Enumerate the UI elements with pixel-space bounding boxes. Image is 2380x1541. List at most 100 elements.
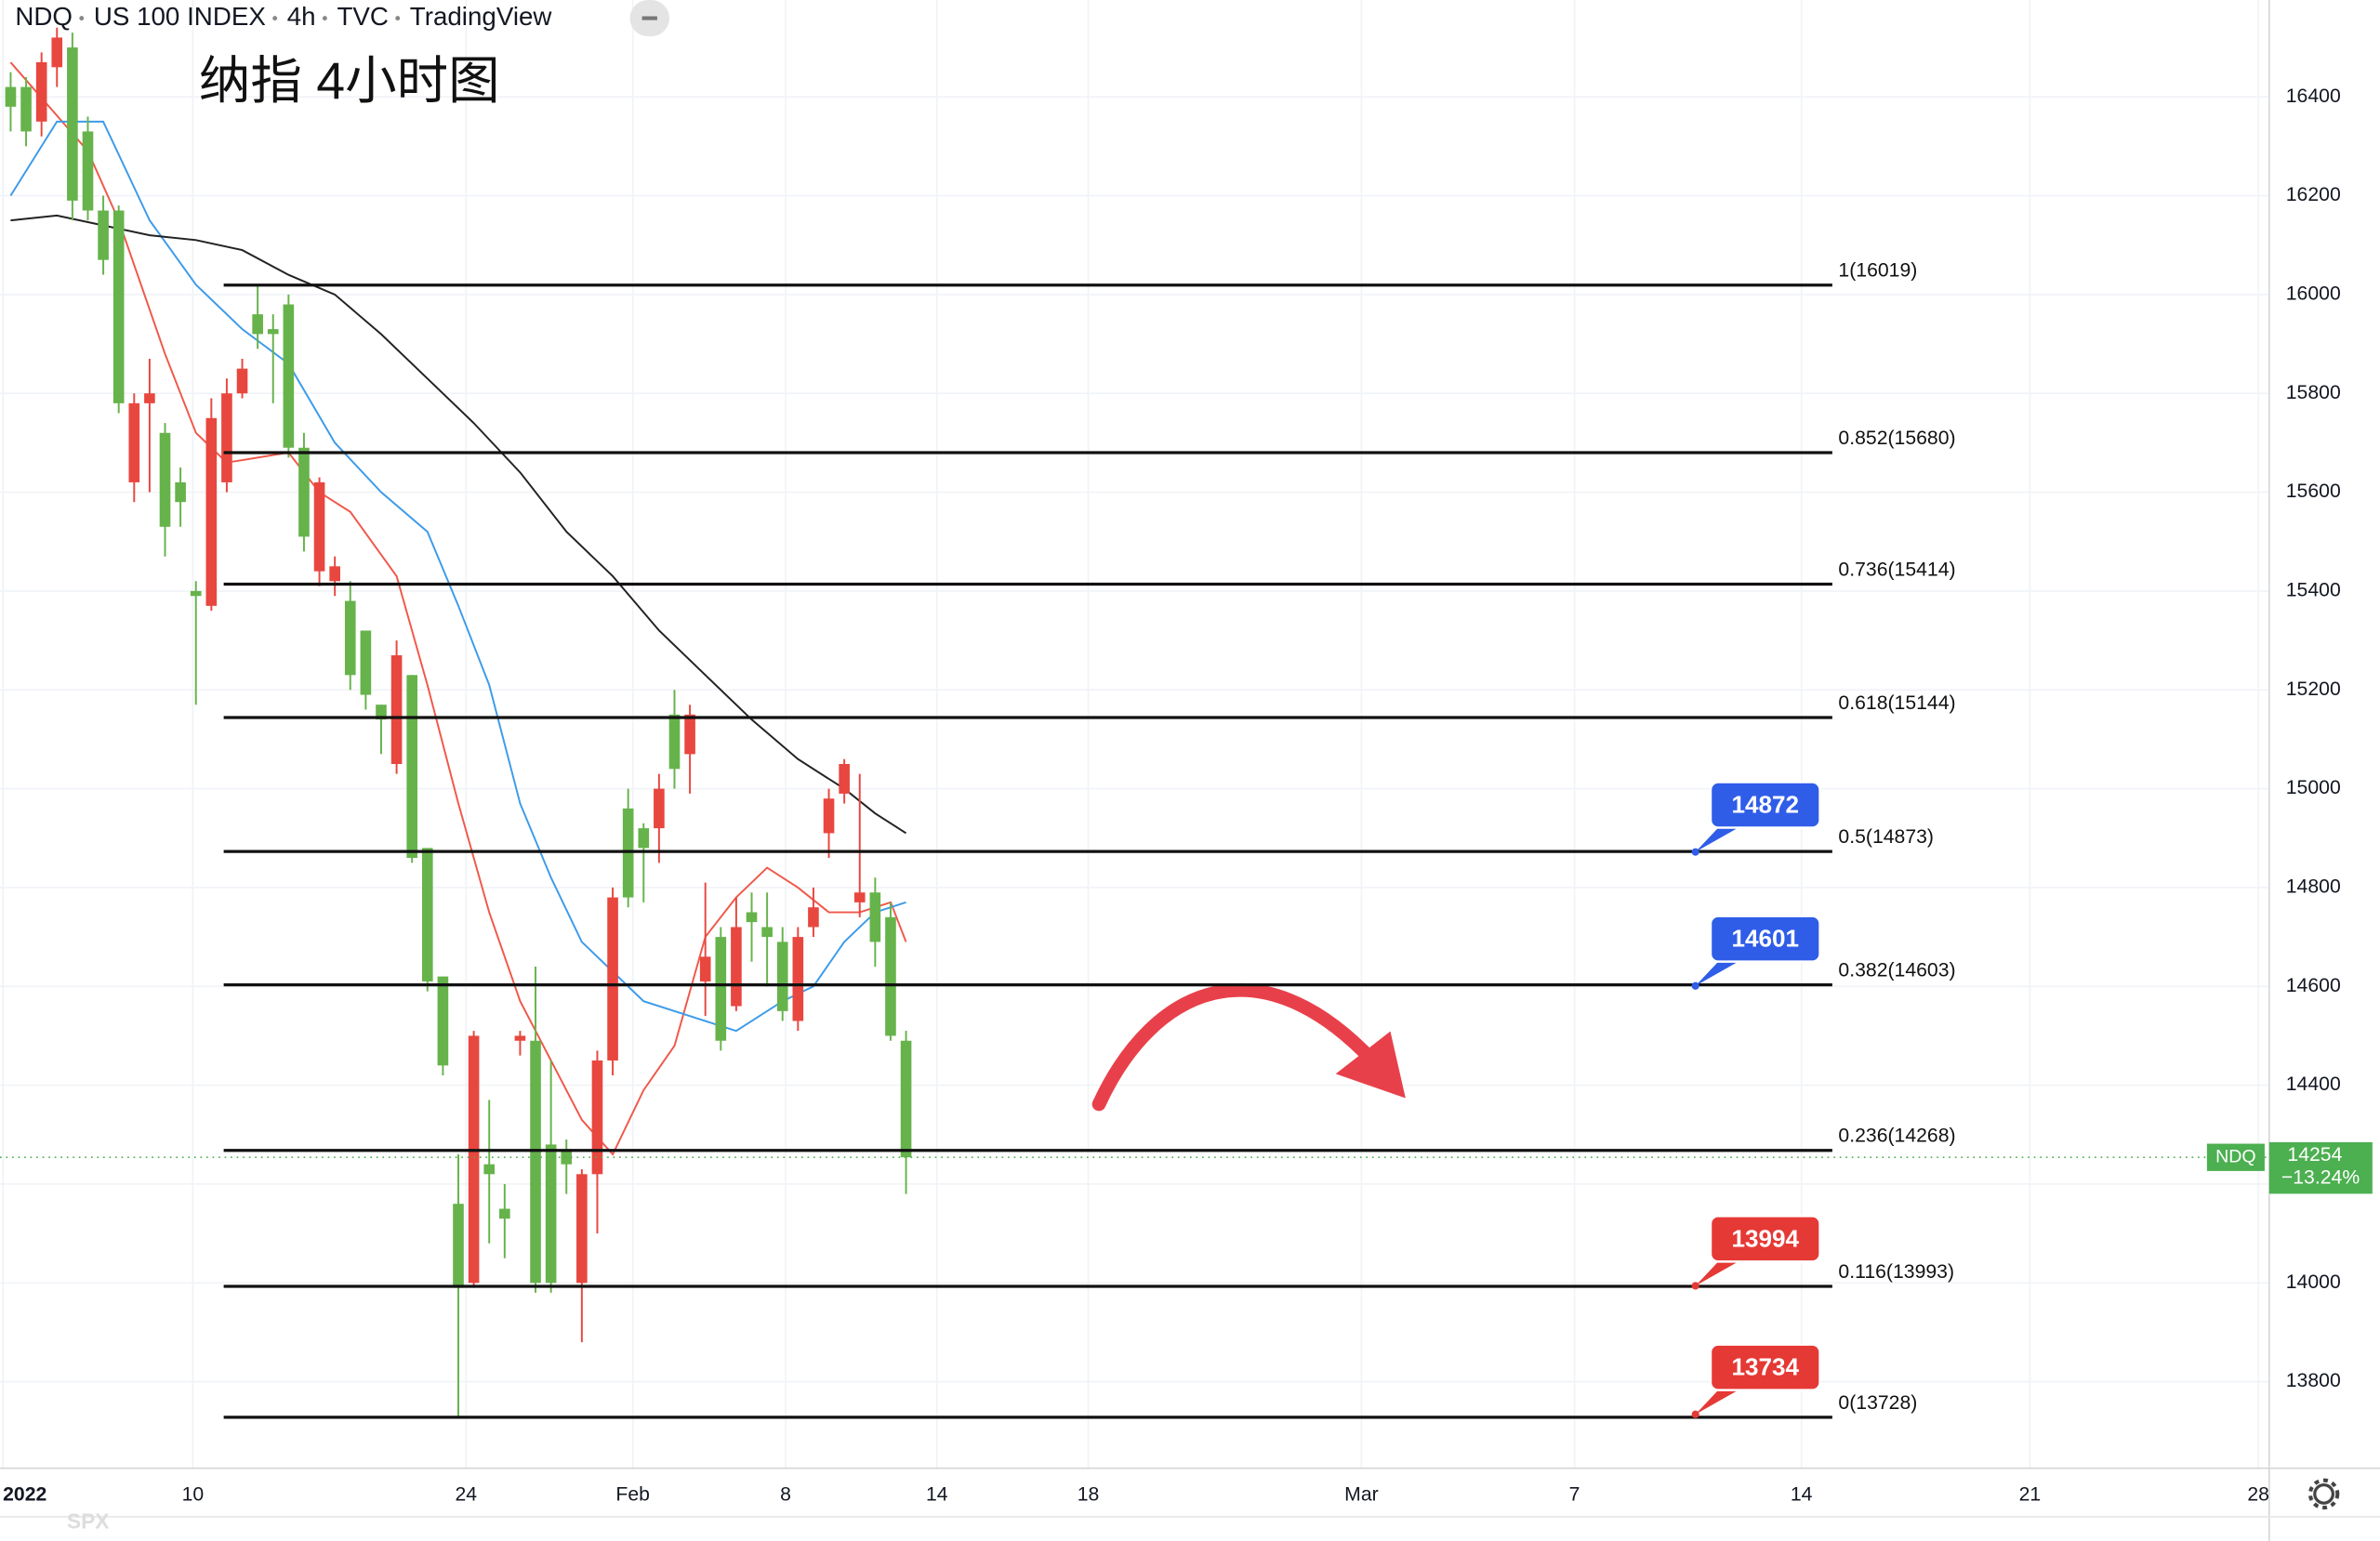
candle-body xyxy=(607,897,618,1061)
fib-label: 0.618(15144) xyxy=(1838,692,1955,714)
y-tick-label: 15800 xyxy=(2286,382,2341,403)
candle-body xyxy=(530,1040,541,1284)
x-tick-label: 7 xyxy=(1569,1484,1580,1506)
candle-body xyxy=(731,927,742,1007)
y-tick-label: 16000 xyxy=(2286,283,2341,305)
candle-body xyxy=(205,417,218,606)
candle-body xyxy=(236,368,248,394)
header-dot xyxy=(79,16,85,21)
candle-body xyxy=(561,1149,573,1165)
y-tick-label: 16200 xyxy=(2286,184,2341,205)
header-item: TVC xyxy=(337,2,388,31)
chart-title: 纳指 4小时图 xyxy=(199,52,500,110)
candle-body xyxy=(421,848,433,981)
settings-icon[interactable] xyxy=(2307,1478,2340,1510)
x-tick-label: 28 xyxy=(2247,1484,2269,1506)
header-item: US 100 INDEX xyxy=(94,2,266,31)
candle-body xyxy=(684,714,695,755)
candle-body xyxy=(499,1208,510,1219)
candle-body xyxy=(761,927,773,938)
candle-body xyxy=(638,828,650,849)
x-tick-label: 21 xyxy=(2019,1484,2042,1506)
candle-body xyxy=(514,1035,526,1041)
candle-body xyxy=(267,329,279,335)
callout-box xyxy=(1709,781,1821,829)
x-tick-label: 14 xyxy=(926,1484,948,1506)
candle-body xyxy=(298,447,310,537)
candle-body xyxy=(576,1174,588,1284)
gear-teeth xyxy=(2307,1478,2340,1510)
y-tick-label: 14800 xyxy=(2286,876,2341,898)
grid xyxy=(0,0,2269,1469)
candle-body xyxy=(5,86,17,107)
forecast-arrow xyxy=(1091,982,1381,1112)
last-price-name: NDQ xyxy=(2215,1146,2256,1166)
candle-body xyxy=(406,675,418,859)
fib-label: 0.116(13993) xyxy=(1838,1261,1954,1283)
candle-body xyxy=(437,976,449,1066)
candle-body xyxy=(112,210,125,403)
callout-label: 13994 xyxy=(1731,1224,1799,1252)
fib-label: 0.382(14603) xyxy=(1838,960,1955,981)
y-tick-label: 15200 xyxy=(2286,678,2341,700)
x-tick-label: 18 xyxy=(1078,1484,1100,1506)
forecast-arrow-head xyxy=(1335,1031,1406,1099)
last-price-value: 14254 xyxy=(2287,1144,2342,1166)
candle-body xyxy=(144,393,155,403)
candle-body xyxy=(82,131,94,211)
callout-box xyxy=(1709,915,1821,963)
candle-body xyxy=(329,566,340,582)
candle-body xyxy=(545,1144,557,1284)
candle-body xyxy=(67,47,78,201)
x-tick-label: 8 xyxy=(780,1484,791,1506)
y-tick-label: 16400 xyxy=(2286,86,2341,107)
candle-body xyxy=(900,1040,912,1158)
fib-label: 1(16019) xyxy=(1838,260,1917,282)
candle-body xyxy=(376,705,387,720)
last-price-change: −13.24% xyxy=(2281,1167,2360,1189)
fib-label: 0(13728) xyxy=(1838,1392,1917,1414)
candle-body xyxy=(483,1164,496,1175)
callout-pointer xyxy=(1695,1388,1741,1415)
candle-body xyxy=(869,892,881,942)
candle-body xyxy=(746,912,758,923)
candle-body xyxy=(159,432,171,527)
moving-average xyxy=(10,214,907,835)
y-tick-label: 15600 xyxy=(2286,481,2341,502)
fib-label: 0.736(15414) xyxy=(1838,559,1955,580)
y-tick-label: 14400 xyxy=(2286,1073,2341,1095)
callout-pointer xyxy=(1695,959,1741,986)
candle-body xyxy=(190,590,202,597)
gear-ring xyxy=(2313,1482,2335,1505)
candle-body xyxy=(252,314,263,335)
candle-body xyxy=(35,61,47,122)
x-tick-label: Feb xyxy=(615,1484,650,1506)
candle-body xyxy=(468,1035,480,1284)
header-dot xyxy=(322,16,327,21)
callout-box xyxy=(1709,1343,1821,1391)
last-price-tag xyxy=(2268,1141,2373,1194)
candle-body xyxy=(699,956,711,981)
compare-symbol: SPX xyxy=(67,1508,110,1533)
x-tick-label: Mar xyxy=(1344,1484,1379,1506)
callout-label: 14601 xyxy=(1731,925,1799,953)
candle-body xyxy=(20,86,32,132)
fib-label: 0.236(14268) xyxy=(1838,1126,1955,1147)
candle-body xyxy=(853,892,866,902)
candle-body xyxy=(344,600,356,676)
y-tick-label: 13800 xyxy=(2286,1370,2341,1391)
callout-box xyxy=(1709,1215,1821,1263)
candle-body xyxy=(313,481,325,572)
header-item: TradingView xyxy=(410,2,553,31)
candle-body xyxy=(668,714,681,770)
y-tick-label: 14000 xyxy=(2286,1271,2341,1293)
candle-body xyxy=(823,798,835,834)
candle-body xyxy=(792,937,804,1021)
last-price-name-tag xyxy=(2206,1143,2265,1171)
header-item: 4h xyxy=(287,2,316,31)
candle-body xyxy=(128,402,140,482)
x-tick-label: 2022 xyxy=(3,1484,46,1506)
candle-body xyxy=(283,304,295,448)
callout-label: 14872 xyxy=(1731,791,1799,819)
